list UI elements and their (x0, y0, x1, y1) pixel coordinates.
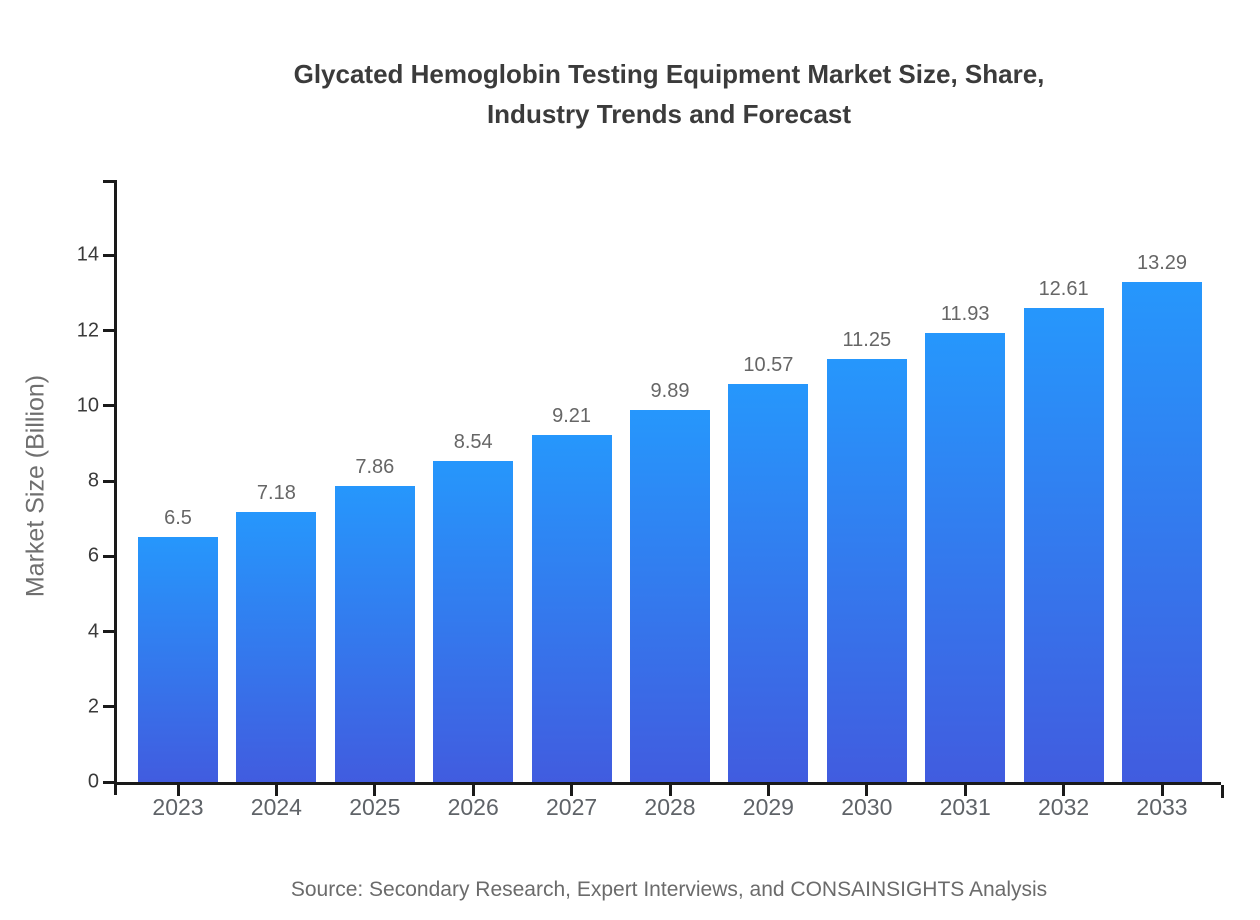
bar-value-label: 7.18 (256, 481, 296, 504)
bar-2027 (531, 435, 612, 782)
y-axis-endcap-tick (103, 180, 117, 183)
x-tick-label: 2029 (742, 794, 794, 820)
x-tick-label: 2028 (644, 794, 696, 820)
bar-value-label: 7.86 (355, 456, 395, 479)
x-tick-label: 2032 (1038, 794, 1090, 820)
x-tick (668, 785, 672, 796)
x-tick-label: 2031 (939, 794, 991, 820)
y-tick-label: 0 (87, 770, 99, 793)
bar-2026 (433, 460, 514, 782)
chart-title: Glycated Hemoglobin Testing Equipment Ma… (117, 54, 1221, 134)
y-tick-label: 10 (76, 394, 99, 417)
y-tick (103, 253, 114, 257)
x-tick-label: 2025 (349, 794, 401, 820)
bar-2030 (826, 358, 907, 782)
x-tick (865, 785, 869, 796)
x-tick-label: 2030 (841, 794, 893, 820)
x-tick (471, 785, 475, 796)
chart-title-line-1: Glycated Hemoglobin Testing Equipment Ma… (293, 59, 1045, 89)
x-tick-label: 2033 (1136, 794, 1188, 820)
bar-value-label: 9.89 (650, 379, 690, 402)
bar-2028 (630, 409, 710, 782)
x-tick (963, 785, 967, 796)
bar-2029 (728, 384, 809, 782)
bar-2033 (1122, 281, 1202, 782)
bar-value-label: 11.25 (842, 328, 892, 351)
x-tick (274, 785, 278, 796)
x-axis-endcap-tick (1221, 785, 1224, 798)
bar-value-label: 6.5 (164, 507, 192, 530)
y-axis-line (114, 180, 117, 795)
x-tick (1160, 785, 1164, 796)
y-tick (103, 705, 114, 709)
x-tick (176, 785, 180, 796)
y-tick-label: 8 (87, 469, 99, 492)
bar-value-label: 13.29 (1136, 251, 1188, 274)
x-tick (766, 785, 770, 796)
x-tick-label: 2026 (447, 794, 499, 820)
x-tick-label: 2027 (546, 794, 598, 820)
x-tick (570, 785, 574, 796)
y-tick-label: 4 (87, 620, 99, 642)
y-tick (103, 329, 114, 332)
x-axis-line (114, 782, 1221, 785)
y-tick (103, 404, 114, 408)
bar-value-label: 9.21 (552, 405, 592, 428)
plot-area: 0 2 4 6 8 10 12 14 6.5 2023 7.18 2024 7.86 2025 8.54 20… (77, 180, 1224, 820)
y-tick-label: 6 (87, 544, 99, 567)
y-tick (103, 479, 114, 483)
y-axis-title: Market Size (Billion) (21, 374, 50, 598)
bar-2025 (334, 486, 415, 782)
y-tick (103, 630, 114, 633)
bar-value-label: 11.93 (940, 303, 990, 326)
bar-value-label: 10.57 (743, 354, 794, 377)
y-tick-label: 12 (76, 319, 99, 341)
bar-2032 (1023, 307, 1104, 782)
bar-value-label: 8.54 (453, 430, 493, 453)
y-tick (103, 554, 114, 558)
y-tick-label: 14 (76, 243, 99, 266)
bar-2031 (925, 333, 1006, 782)
bar-2024 (236, 511, 317, 782)
x-tick-label: 2024 (250, 794, 302, 820)
bar-value-label: 12.61 (1038, 277, 1089, 300)
x-tick (1062, 785, 1066, 796)
x-tick (373, 785, 377, 796)
source-note: Source: Secondary Research, Expert Inter… (290, 878, 1048, 901)
chart-title-line-2: Industry Trends and Forecast (486, 99, 852, 129)
x-tick-label: 2023 (152, 794, 204, 820)
bar-2023 (138, 537, 218, 782)
y-tick-label: 2 (87, 695, 99, 718)
y-tick (103, 780, 114, 784)
